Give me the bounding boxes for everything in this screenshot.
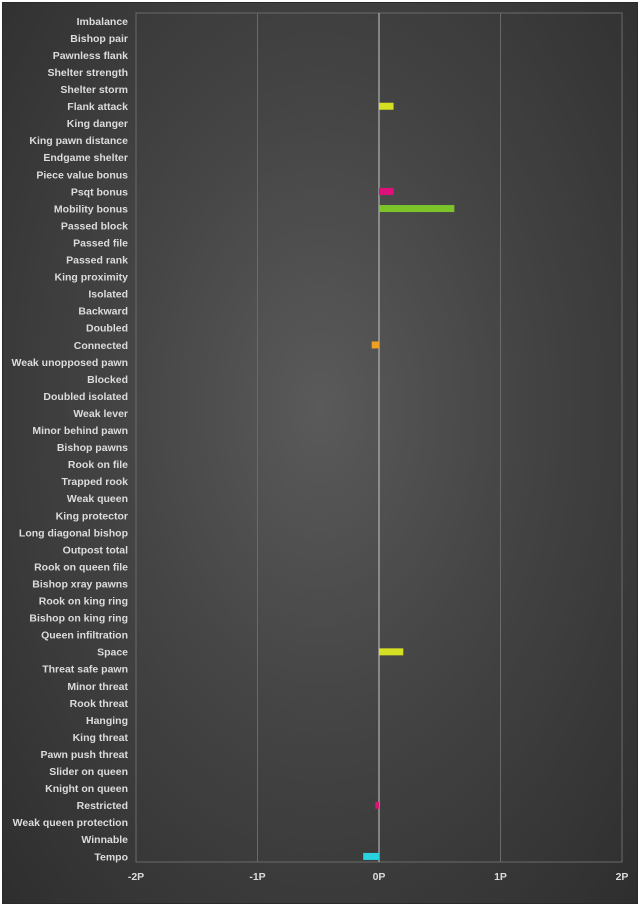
category-label: King pawn distance <box>29 135 128 147</box>
x-tick-label: 0P <box>373 871 386 883</box>
bar <box>379 205 455 213</box>
x-tick-label: -1P <box>249 871 265 883</box>
category-label: Queen infiltration <box>41 630 128 642</box>
category-label: Isolated <box>88 289 128 301</box>
category-labels: Imbalance Bishop pair Pawnless flank Shelte… <box>12 16 129 863</box>
x-tick-labels: -2P -1P 0P 1P 2P <box>128 871 629 883</box>
grid-layer <box>135 12 623 863</box>
x-tick-label: 1P <box>494 871 507 883</box>
category-label: Knight on queen <box>45 783 128 795</box>
category-label: Outpost total <box>63 544 128 556</box>
category-label: Long diagonal bishop <box>19 527 128 539</box>
category-label: King threat <box>73 732 129 744</box>
category-label: Doubled <box>86 323 128 335</box>
category-label: Rook on king ring <box>39 596 128 608</box>
category-label: Flank attack <box>67 101 128 113</box>
bar <box>363 852 379 860</box>
category-label: Blocked <box>87 374 128 386</box>
bar-layer <box>363 102 455 860</box>
category-label: Rook threat <box>70 698 129 710</box>
x-tick-label: -2P <box>128 871 144 883</box>
category-label: Hanging <box>86 715 128 727</box>
category-label: Connected <box>74 340 128 352</box>
category-label: Weak queen protection <box>13 817 128 829</box>
category-label: Shelter strength <box>47 67 128 79</box>
category-label: Weak queen <box>67 493 128 505</box>
category-label: Piece value bonus <box>36 169 128 181</box>
category-label: Bishop pawns <box>57 442 128 454</box>
category-label: Weak lever <box>73 408 128 420</box>
category-label: King danger <box>67 118 128 130</box>
category-label: Pawn push threat <box>40 749 128 761</box>
category-label: Space <box>97 647 128 659</box>
x-tick-label: 2P <box>616 871 629 883</box>
category-label: Passed file <box>73 237 128 249</box>
category-label: Trapped rook <box>61 476 128 488</box>
category-label: Passed block <box>61 220 128 232</box>
category-label: Slider on queen <box>49 766 128 778</box>
category-label: Bishop xray pawns <box>32 578 128 590</box>
category-label: Winnable <box>81 834 128 846</box>
category-label: King proximity <box>54 272 128 284</box>
category-label: Rook on queen file <box>34 561 128 573</box>
bar <box>375 801 379 809</box>
category-label: Mobility bonus <box>54 203 128 215</box>
category-label: Rook on file <box>68 459 128 471</box>
category-label: Endgame shelter <box>43 152 128 164</box>
category-label: Backward <box>78 306 128 318</box>
category-label: Minor threat <box>67 681 128 693</box>
category-label: Weak unopposed pawn <box>12 357 128 369</box>
category-label: Tempo <box>94 851 128 863</box>
category-label: Pawnless flank <box>53 50 128 62</box>
bar <box>371 341 379 349</box>
category-label: Psqt bonus <box>71 186 128 198</box>
bar <box>379 648 404 656</box>
category-label: Passed rank <box>66 255 128 267</box>
category-label: Bishop pair <box>70 33 128 45</box>
category-label: Threat safe pawn <box>42 664 128 676</box>
category-label: Bishop on king ring <box>29 613 128 625</box>
bar <box>379 188 394 195</box>
category-label: Imbalance <box>77 16 129 28</box>
category-label: King protector <box>56 510 128 522</box>
category-label: Shelter storm <box>60 84 128 96</box>
bar <box>379 102 394 110</box>
category-label: Restricted <box>77 800 128 812</box>
category-label: Doubled isolated <box>43 391 128 403</box>
category-label: Minor behind pawn <box>32 425 128 437</box>
